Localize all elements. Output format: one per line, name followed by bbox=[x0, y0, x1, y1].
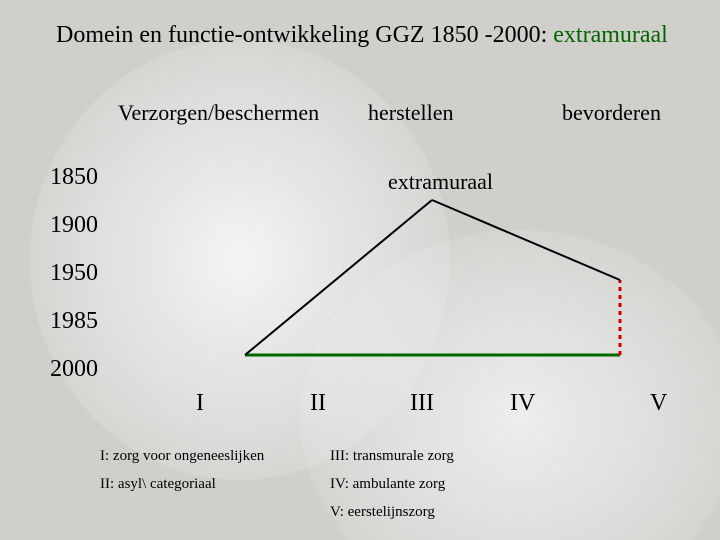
roman-IV: IV bbox=[510, 390, 535, 417]
legend-V: V: eerstelijnszorg bbox=[330, 504, 435, 521]
roman-II: II bbox=[310, 390, 326, 417]
roman-V: V bbox=[650, 390, 667, 417]
legend-II: II: asyl\ categoriaal bbox=[100, 476, 216, 493]
roman-III: III bbox=[410, 390, 434, 417]
legend-III: III: transmurale zorg bbox=[330, 448, 454, 465]
legend-IV: IV: ambulante zorg bbox=[330, 476, 445, 493]
slide: Domein en functie-ontwikkeling GGZ 1850 … bbox=[0, 0, 720, 540]
legend-I: I: zorg voor ongeneeslijken bbox=[100, 448, 264, 465]
roman-I: I bbox=[196, 390, 204, 417]
